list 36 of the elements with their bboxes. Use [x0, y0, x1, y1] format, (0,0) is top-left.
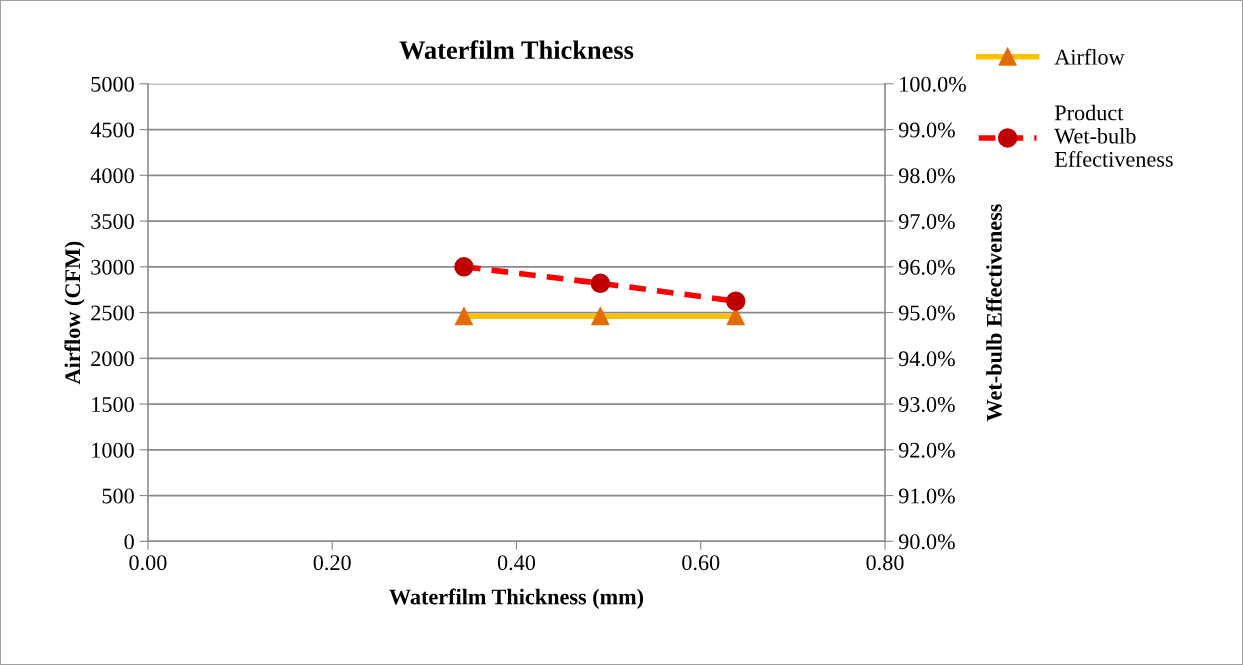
y2-tick-label: 96.0% — [898, 259, 955, 275]
y2-axis-title: Wet-bulb Effectiveness — [985, 204, 1002, 422]
point — [454, 257, 474, 277]
y2-tick-label: 99.0% — [898, 122, 955, 138]
legend-label: Airflow — [1054, 48, 1125, 65]
y2-tick-label: 90.0% — [898, 534, 955, 550]
y-tick-label: 4000 — [90, 168, 134, 184]
x-axis-title: Waterfilm Thickness (mm) — [389, 588, 644, 609]
y-tick-label: 5000 — [91, 76, 134, 92]
x-tick-label: 0.40 — [497, 555, 536, 571]
point — [726, 291, 746, 311]
x-tick-label: 0.20 — [313, 555, 351, 571]
y2-tick-label: 92.0% — [898, 442, 955, 458]
y2-tick-label: 91.0% — [898, 488, 955, 504]
y-tick-label: 2500 — [91, 305, 134, 321]
y2-tick-label: 94.0% — [898, 351, 955, 367]
y2-tick-label: 97.0% — [898, 213, 955, 230]
y2-tick-label: 98.0% — [898, 168, 955, 184]
y-tick-label: 4500 — [90, 122, 134, 138]
y2-tick-label: 93.0% — [898, 396, 955, 413]
legend-label: Product Wet-bulb Effectiveness — [1054, 104, 1173, 167]
y-tick-label: 1500 — [92, 396, 134, 412]
chart-title: Waterfilm Thickness — [399, 40, 634, 60]
y2-tick-label: 100.0% — [900, 76, 966, 92]
y-tick-label: 2000 — [91, 351, 134, 367]
y2-tick-label: 95.0% — [898, 305, 955, 321]
y-tick-label: 500 — [102, 488, 134, 504]
x-tick-label: 0.00 — [129, 555, 167, 571]
y-axis-title: Airflow (CFM) — [64, 241, 85, 385]
y-tick-label: 1000 — [92, 442, 134, 458]
x-tick-label: 0.80 — [866, 555, 904, 571]
y-tick-label: 3500 — [91, 213, 134, 229]
y-tick-label: 3000 — [91, 259, 134, 275]
point — [590, 273, 611, 293]
y-tick-label: 0 — [124, 534, 134, 550]
x-tick-label: 0.60 — [682, 555, 720, 571]
